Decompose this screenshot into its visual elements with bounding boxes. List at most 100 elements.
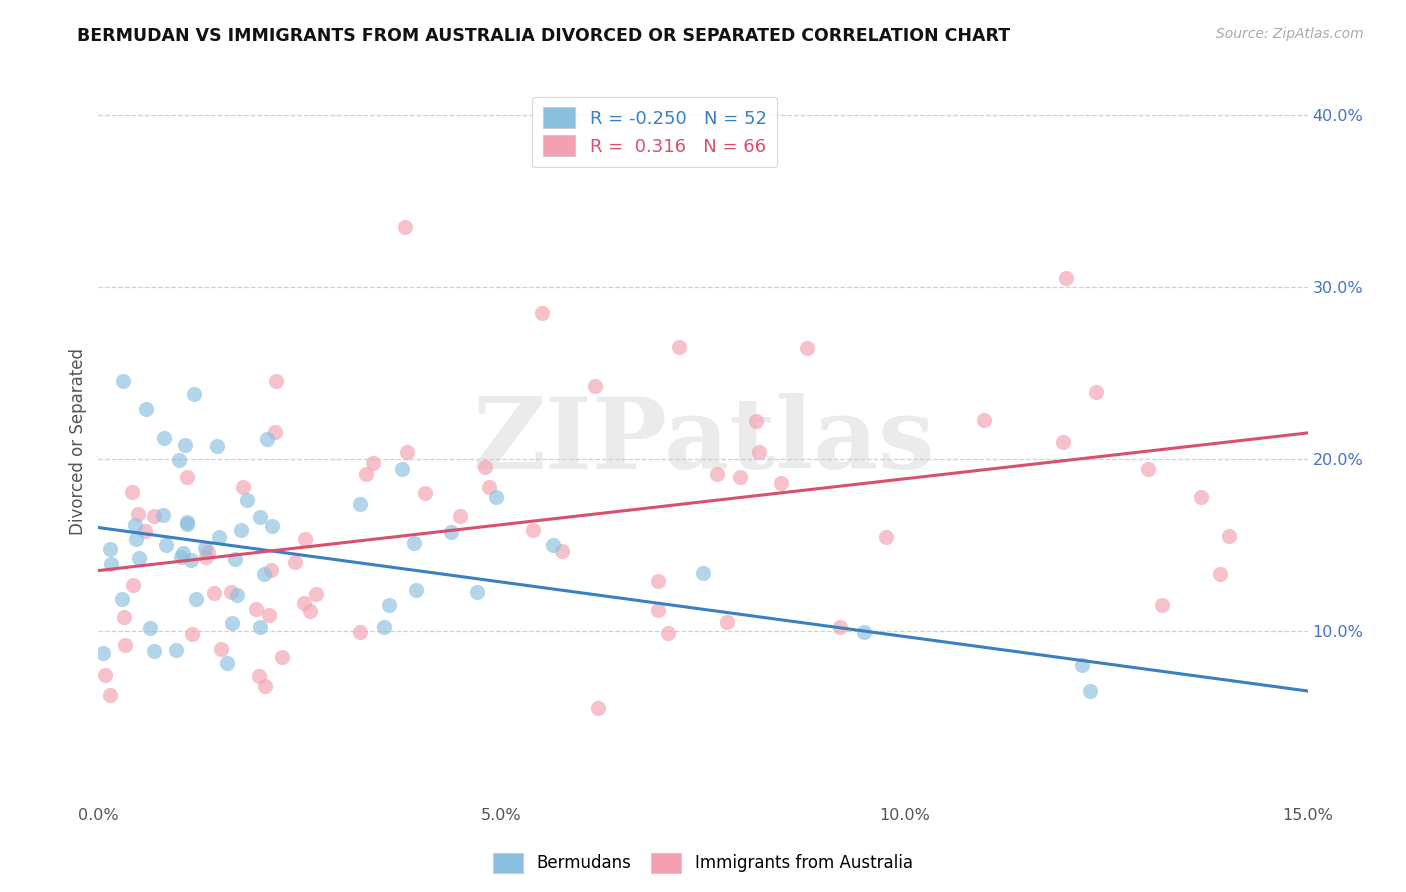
Point xyxy=(522,523,544,537)
Point xyxy=(245,602,267,616)
Point xyxy=(249,620,271,634)
Point xyxy=(114,638,136,652)
Point xyxy=(209,641,232,656)
Point xyxy=(111,592,134,607)
Point xyxy=(474,460,496,475)
Point xyxy=(174,438,197,452)
Point xyxy=(299,604,322,618)
Point xyxy=(1152,598,1174,612)
Point xyxy=(128,551,150,566)
Point xyxy=(225,589,247,603)
Point xyxy=(1136,462,1159,476)
Point xyxy=(647,574,669,588)
Point xyxy=(135,402,157,417)
Point xyxy=(264,425,287,440)
Point xyxy=(194,541,217,556)
Point xyxy=(1084,385,1107,400)
Point xyxy=(657,626,679,640)
Point xyxy=(100,557,122,571)
Point xyxy=(180,627,202,641)
Point xyxy=(413,486,436,500)
Point xyxy=(404,536,426,550)
Point xyxy=(1078,684,1101,698)
Point xyxy=(394,219,416,234)
Point xyxy=(165,642,187,657)
Point xyxy=(124,518,146,533)
Point xyxy=(254,679,277,693)
Point xyxy=(1052,435,1074,450)
Point xyxy=(257,608,280,623)
Point xyxy=(143,644,166,658)
Point xyxy=(176,516,198,531)
Text: BERMUDAN VS IMMIGRANTS FROM AUSTRALIA DIVORCED OR SEPARATED CORRELATION CHART: BERMUDAN VS IMMIGRANTS FROM AUSTRALIA DI… xyxy=(77,27,1011,45)
Point xyxy=(1070,658,1092,673)
Point xyxy=(172,546,194,560)
Point xyxy=(112,609,135,624)
Point xyxy=(167,453,190,467)
Point xyxy=(197,545,219,559)
Point xyxy=(465,584,488,599)
Point xyxy=(176,515,198,529)
Point xyxy=(224,551,246,566)
Point xyxy=(121,578,143,592)
Point xyxy=(153,431,176,445)
Point xyxy=(294,532,316,546)
Point xyxy=(256,432,278,446)
Point xyxy=(247,669,270,683)
Point xyxy=(530,305,553,319)
Text: Source: ZipAtlas.com: Source: ZipAtlas.com xyxy=(1216,27,1364,41)
Point xyxy=(1054,271,1077,285)
Point xyxy=(550,543,572,558)
Point xyxy=(440,525,463,540)
Point xyxy=(208,530,231,544)
Point xyxy=(260,519,283,533)
Point xyxy=(1189,490,1212,504)
Point xyxy=(249,509,271,524)
Point xyxy=(219,585,242,599)
Point xyxy=(98,542,121,557)
Point xyxy=(1209,567,1232,582)
Point xyxy=(373,619,395,633)
Point xyxy=(152,508,174,522)
Point xyxy=(668,340,690,354)
Point xyxy=(692,566,714,581)
Point xyxy=(583,379,606,393)
Point xyxy=(264,375,287,389)
Point xyxy=(391,461,413,475)
Text: ZIPatlas: ZIPatlas xyxy=(472,393,934,490)
Point xyxy=(745,414,768,428)
Point xyxy=(202,586,225,600)
Point xyxy=(127,507,149,521)
Point xyxy=(111,375,134,389)
Point xyxy=(853,624,876,639)
Point xyxy=(121,484,143,499)
Point xyxy=(349,625,371,640)
Point xyxy=(194,550,217,565)
Point xyxy=(361,456,384,470)
Point xyxy=(176,470,198,484)
Point xyxy=(716,615,738,630)
Point xyxy=(155,538,177,552)
Point xyxy=(973,412,995,426)
Point xyxy=(706,467,728,481)
Point xyxy=(184,591,207,606)
Point xyxy=(91,646,114,660)
Point xyxy=(229,524,252,538)
Point xyxy=(647,603,669,617)
Point xyxy=(875,529,897,543)
Point xyxy=(396,444,419,458)
Point xyxy=(134,524,156,538)
Point xyxy=(284,555,307,569)
Point xyxy=(260,563,283,577)
Point xyxy=(354,467,377,482)
Point xyxy=(769,475,792,490)
Legend: Bermudans, Immigrants from Australia: Bermudans, Immigrants from Australia xyxy=(486,847,920,880)
Point xyxy=(221,615,243,630)
Y-axis label: Divorced or Separated: Divorced or Separated xyxy=(69,348,87,535)
Point xyxy=(170,550,193,565)
Point xyxy=(138,621,160,635)
Point xyxy=(94,668,117,682)
Point xyxy=(180,552,202,566)
Point xyxy=(1218,529,1240,543)
Point xyxy=(98,689,121,703)
